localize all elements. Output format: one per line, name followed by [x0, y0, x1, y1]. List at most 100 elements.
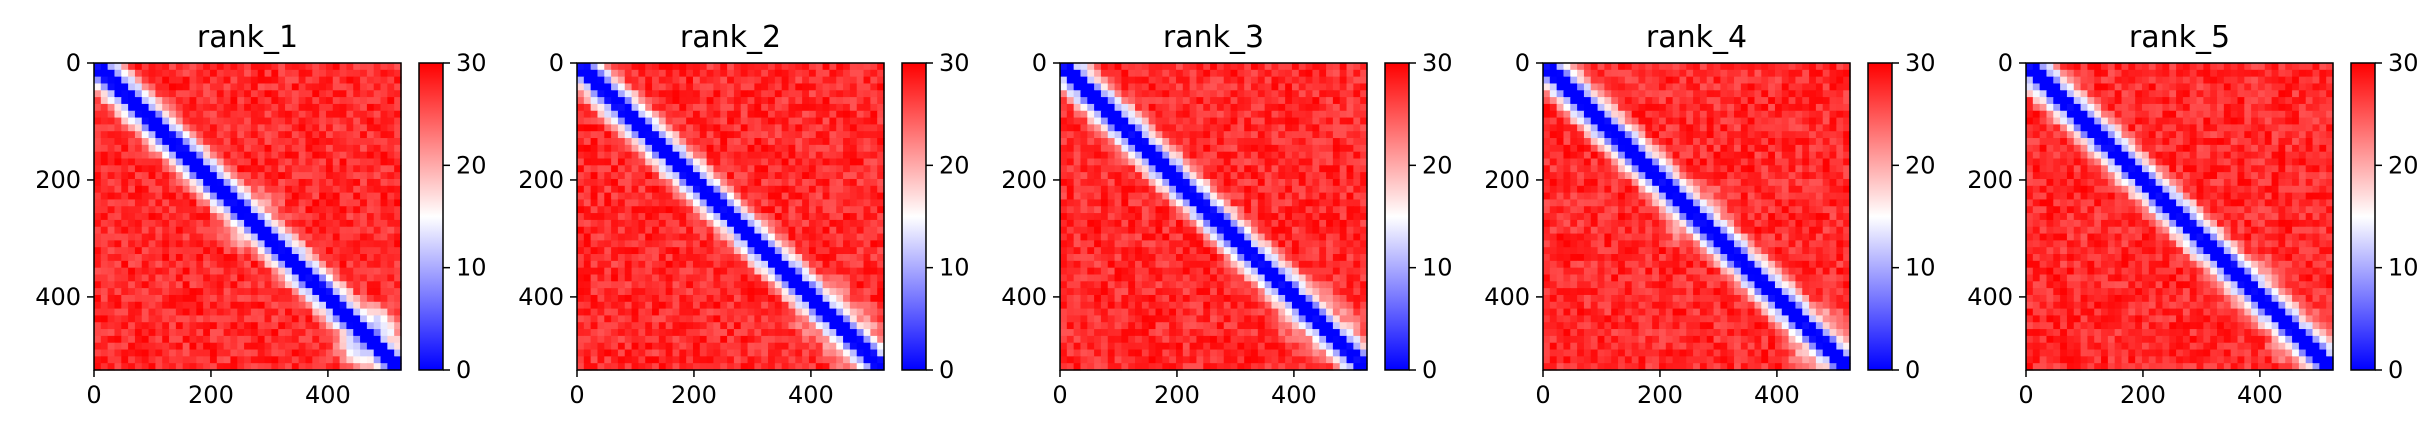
heatmap-cell [155, 267, 163, 276]
heatmap-cell [652, 138, 660, 146]
heatmap-cell [278, 63, 286, 71]
heatmap-cell [733, 240, 742, 248]
heatmap-cell [1251, 158, 1259, 166]
heatmap-cell [1060, 138, 1068, 146]
heatmap-cell [203, 158, 211, 166]
heatmap-cell [808, 240, 817, 248]
heatmap-cell [870, 288, 878, 296]
heatmap-cell [1346, 69, 1354, 78]
heatmap-cell [788, 260, 796, 269]
heatmap-cell [196, 165, 204, 173]
heatmap-cell [1203, 110, 1211, 119]
heatmap-cell [1141, 172, 1150, 180]
heatmap-cell [319, 233, 327, 241]
heatmap-cell [1196, 117, 1204, 125]
heatmap-cell [1223, 103, 1232, 112]
heatmap-cell [597, 349, 605, 357]
heatmap-cell [843, 144, 851, 153]
heatmap-cell [169, 267, 177, 276]
heatmap-cell [203, 76, 211, 85]
heatmap-cell [128, 103, 136, 112]
heatmap-cell [291, 288, 300, 296]
heatmap-cell [747, 335, 755, 344]
heatmap-cell [250, 199, 259, 207]
heatmap-cell [617, 335, 626, 344]
heatmap-cell [1223, 63, 1232, 71]
heatmap-cell [1251, 131, 1259, 139]
heatmap-cell [1312, 63, 1320, 71]
heatmap-cell [237, 117, 245, 125]
heatmap-cell [121, 138, 129, 146]
heatmap-cell [1107, 90, 1116, 98]
heatmap-cell [312, 97, 320, 105]
heatmap-cell [1305, 185, 1314, 194]
heatmap-cell [216, 342, 225, 351]
heatmap-cell [692, 363, 701, 371]
heatmap-cell [706, 308, 715, 317]
heatmap-cell [1114, 165, 1122, 173]
heatmap-cell [692, 219, 701, 228]
heatmap-cell [162, 199, 170, 207]
heatmap-cell [305, 219, 313, 228]
heatmap-cell [808, 329, 817, 337]
heatmap-cell [638, 274, 646, 282]
heatmap-cell [652, 144, 660, 153]
heatmap-cell [380, 294, 388, 303]
heatmap-cell [387, 103, 395, 112]
heatmap-cell [216, 281, 225, 289]
heatmap-cell [155, 356, 163, 364]
heatmap-cell [319, 308, 327, 317]
heatmap-cell [244, 315, 252, 323]
heatmap-cell [237, 172, 245, 180]
heatmap-cell [808, 335, 817, 344]
heatmap-cell [353, 131, 361, 139]
heatmap-cell [271, 69, 279, 78]
heatmap-cell [686, 226, 694, 235]
heatmap-cell [699, 301, 708, 310]
heatmap-cell [870, 103, 878, 112]
heatmap-cell [175, 219, 184, 228]
heatmap-cell [727, 213, 735, 221]
heatmap-cell [1066, 97, 1075, 105]
heatmap-cell [740, 151, 749, 160]
heatmap-cell [1312, 151, 1320, 160]
heatmap-cell [244, 185, 252, 194]
heatmap-cell [781, 281, 790, 289]
heatmap-cell [706, 124, 715, 132]
heatmap-cell [1169, 158, 1177, 166]
heatmap-cell [1196, 192, 1204, 201]
heatmap-cell [1230, 76, 1238, 85]
heatmap-cell [394, 301, 402, 310]
heatmap-cell [162, 138, 170, 146]
heatmap-cell [325, 76, 334, 85]
heatmap-cell [1100, 192, 1109, 201]
heatmap-cell [312, 110, 320, 119]
heatmap-cell [822, 322, 831, 330]
heatmap-cell [203, 233, 211, 241]
heatmap-cell [1148, 117, 1157, 125]
heatmap-cell [1251, 138, 1259, 146]
heatmap-cell [1175, 103, 1184, 112]
heatmap-cell [107, 165, 116, 173]
heatmap-cell [223, 294, 232, 303]
heatmap-cell [394, 247, 402, 255]
heatmap-cell [836, 281, 844, 289]
heatmap-cell [672, 63, 680, 71]
heatmap-cell [100, 97, 109, 105]
heatmap-cell [768, 90, 776, 98]
heatmap-cell [740, 288, 749, 296]
heatmap-cell [679, 192, 687, 201]
heatmap-cell [1353, 158, 1361, 166]
heatmap-cell [652, 294, 660, 303]
heatmap-cell [203, 192, 211, 201]
heatmap-cell [720, 124, 728, 132]
heatmap-cell [706, 260, 715, 269]
heatmap-cell [325, 117, 334, 125]
heatmap-cell [244, 349, 252, 357]
heatmap-cell [740, 240, 749, 248]
heatmap-cell [169, 274, 177, 282]
heatmap-cell [604, 151, 612, 160]
heatmap-cell [182, 247, 191, 255]
heatmap-cell [870, 349, 878, 357]
heatmap-cell [264, 274, 272, 282]
